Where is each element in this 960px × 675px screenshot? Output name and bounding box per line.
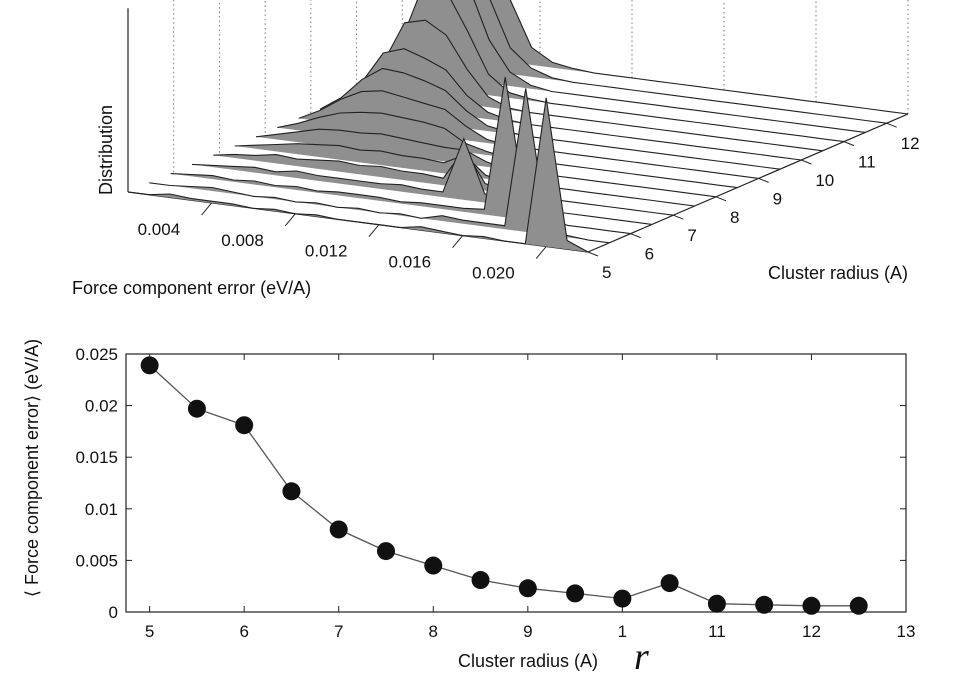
waterfall-r-tick-mark [673, 214, 684, 220]
line-chart-data-point [755, 595, 774, 614]
waterfall-r-axis-line [587, 113, 909, 253]
line-chart-data-point [329, 520, 348, 539]
line-chart-x-axis-label: Cluster radius (A) [458, 651, 598, 671]
waterfall-y-axis-label: Cluster radius (A) [768, 263, 908, 283]
line-chart-data-point [140, 356, 159, 375]
waterfall-r-tick-mark [587, 251, 599, 257]
waterfall-r-tick-mark [886, 122, 897, 128]
line-chart-data-point [802, 596, 821, 615]
waterfall-r-tick-label: 9 [773, 189, 782, 208]
waterfall-slice-fill [384, 0, 844, 142]
line-chart-axes [125, 353, 907, 613]
line-chart-data-point [377, 542, 395, 561]
waterfall-slice-fill [320, 68, 780, 170]
line-chart-x-tick-label: 5 [145, 622, 154, 641]
line-chart-y-ticks: 0 0.005 0.01 0.015 0.02 0.025 [75, 345, 906, 622]
waterfall-slice-line [191, 137, 653, 225]
waterfall-x-tick-mark [535, 246, 547, 259]
waterfall-x-tick-label: 0.004 [138, 220, 181, 239]
waterfall-r-tick-label: 7 [687, 226, 696, 245]
waterfall-r-tick-mark [715, 196, 727, 202]
line-chart-x-tick-label: 11 [708, 622, 726, 641]
line-chart-y-tick-label: 0.01 [85, 500, 118, 519]
line-chart-data-point [707, 594, 726, 613]
line-chart-y-axis-label: ⟨ Force component error⟩ (eV/A) [22, 339, 42, 597]
line-chart-y-tick-label: 0.005 [75, 551, 118, 570]
waterfall-r-tick-label: 6 [645, 245, 654, 264]
line-chart-x-tick-label: 12 [802, 622, 821, 641]
line-chart-x-tick-label: 7 [334, 622, 343, 641]
line-chart-y-tick-label: 0 [109, 603, 118, 622]
waterfall-slice-fill [298, 90, 759, 179]
line-chart-x-tick-label: 6 [239, 622, 248, 641]
waterfall-r-tick-mark [630, 233, 641, 239]
waterfall-x-axis-label: Force component error (eV/A) [72, 278, 311, 298]
waterfall-chart: 0.004 0.008 0.012 0.016 0.020 5 6 7 8 9 10 11 12 Di… [72, 0, 920, 298]
line-chart-y-tick-label: 0.015 [75, 448, 118, 467]
waterfall-r-tick-mark [843, 141, 855, 147]
line-chart-frame [125, 353, 907, 613]
line-chart-x-tick-label: 13 [897, 622, 916, 641]
waterfall-slice-line [213, 148, 674, 216]
waterfall-slice-fill [149, 88, 610, 243]
line-chart-data-point [235, 416, 254, 435]
waterfall-slice-line [362, 19, 823, 152]
line-chart-data-point [518, 579, 537, 598]
waterfall-x-tick-mark [284, 213, 296, 227]
waterfall-slice-fill [256, 129, 716, 197]
line-chart-x-tick-label: 9 [523, 622, 532, 641]
waterfall-r-tick-label: 12 [901, 134, 920, 153]
line-chart-x-tick-label: 1 [618, 622, 627, 641]
waterfall-slice-line [127, 97, 589, 253]
waterfall-slice-line [383, 0, 845, 143]
waterfall-slice-line [447, 0, 909, 115]
waterfall-slice-line [255, 128, 717, 198]
waterfall-x-tick-mark [201, 202, 213, 216]
waterfall-r-tick-mark [758, 177, 769, 183]
line-chart-y-tick-label: 0.025 [75, 345, 118, 364]
line-chart-series [140, 356, 868, 615]
waterfall-r-tick-label: 10 [815, 171, 834, 190]
line-chart-data-point [471, 571, 490, 590]
waterfall-y-ticks: 5 6 7 8 9 10 11 12 [587, 122, 920, 282]
waterfall-slices [127, 0, 909, 253]
line-chart-y-tick-label: 0.02 [85, 397, 118, 416]
waterfall-slice-fill [277, 112, 738, 188]
radius-symbol-annotation: r [634, 636, 649, 675]
waterfall-r-tick-label: 5 [602, 263, 611, 282]
line-chart-data-point [849, 596, 868, 615]
waterfall-x-tick-label: 0.008 [221, 231, 264, 250]
line-chart-data-point [660, 574, 679, 593]
waterfall-slice-fill [213, 149, 674, 216]
line-chart-data-point [282, 482, 301, 501]
waterfall-x-tick-label: 0.020 [472, 264, 515, 283]
waterfall-r-tick-label: 11 [858, 153, 876, 172]
waterfall-r-tick-label: 8 [730, 208, 739, 227]
line-chart-data-point [566, 584, 585, 603]
waterfall-x-tick-label: 0.016 [389, 253, 432, 272]
waterfall-x-tick-mark [368, 224, 380, 238]
waterfall-slice-line [404, 0, 866, 133]
line-chart-data-point [424, 556, 443, 575]
line-chart-x-ticks: 5 6 7 8 9 1 11 12 13 [145, 354, 916, 641]
waterfall-slice-line [340, 48, 802, 161]
line-chart-data-point [187, 399, 206, 418]
waterfall-r-tick-mark [801, 159, 812, 165]
waterfall-slice-line [149, 88, 610, 244]
waterfall-x-tick-mark [452, 235, 463, 248]
waterfall-x-ticks: 0.004 0.008 0.012 0.016 0.020 [138, 202, 547, 283]
waterfall-x-tick-label: 0.012 [305, 242, 348, 261]
line-chart-data-point [613, 589, 632, 608]
waterfall-slice-fill [128, 97, 588, 252]
line-chart-x-tick-label: 8 [429, 622, 438, 641]
waterfall-z-axis-label: Distribution [96, 105, 116, 195]
waterfall-slice-line [426, 0, 887, 124]
line-chart-series-line [149, 364, 859, 607]
